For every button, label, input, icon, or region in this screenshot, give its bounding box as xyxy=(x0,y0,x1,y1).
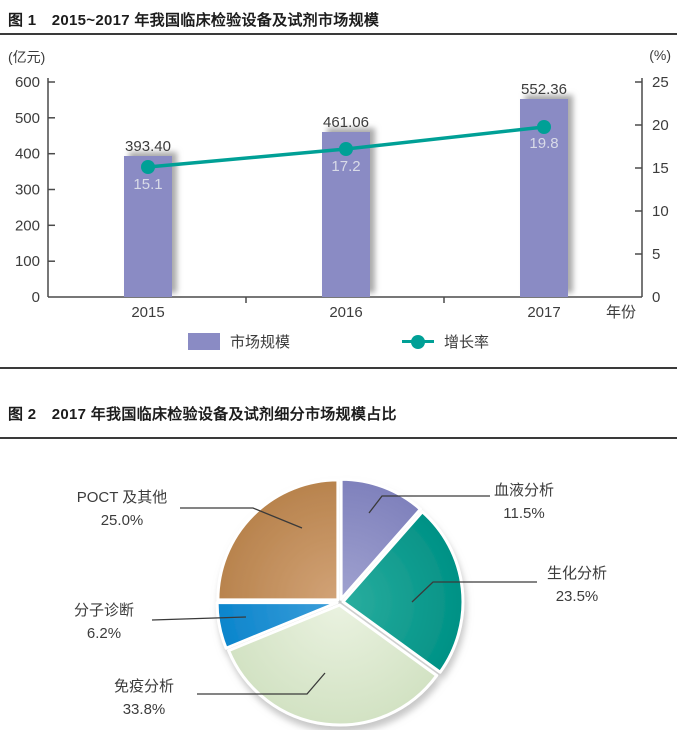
bar-2015 xyxy=(124,156,172,297)
biochemical-analysis-pct: 23.5% xyxy=(555,588,599,605)
figure1-left-tick-labels: 600 500 400 300 200 100 0 xyxy=(15,74,40,306)
left-tick-400: 400 xyxy=(15,146,40,163)
pie-label-blood-analysis: 血液分析 11.5% xyxy=(459,479,589,525)
growth-value-2016: 17.2 xyxy=(331,158,360,175)
bar-value-2016: 461.06 xyxy=(323,114,369,131)
blood-analysis-pct: 11.5% xyxy=(503,505,545,522)
pie xyxy=(215,477,465,727)
left-tick-200: 200 xyxy=(15,217,40,234)
bar-value-labels: 393.40 461.06 552.36 xyxy=(125,81,567,155)
market-size-swatch xyxy=(187,333,220,350)
figure2-pie-chart xyxy=(151,477,537,727)
left-tick-600: 600 xyxy=(15,74,40,91)
blood-analysis-name: 血液分析 xyxy=(493,482,554,499)
figure1-left-axis-unit: (亿元) xyxy=(8,49,46,65)
figure1-right-tick-labels: 25 20 15 10 5 0 xyxy=(652,74,669,306)
growth-rate-markers xyxy=(141,120,551,174)
figure1-combo-chart: 600 500 400 300 200 100 0 25 20 15 10 5 … xyxy=(15,74,669,321)
poct-and-others-name: POCT 及其他 xyxy=(76,489,168,506)
marker-2015 xyxy=(141,160,155,174)
marker-2016 xyxy=(339,142,353,156)
growth-value-2015: 15.1 xyxy=(133,176,162,193)
figure2-title-divider xyxy=(0,437,677,439)
pie-label-immunoassay: 免疫分析 33.8% xyxy=(79,675,209,721)
right-tick-20: 20 xyxy=(652,117,669,134)
pie-slice-poct-and-others xyxy=(216,478,340,602)
bar-value-2015: 393.40 xyxy=(125,138,171,155)
pie-slice-biochemical-analysis xyxy=(341,510,465,674)
figure1-legend: 市场规模 增长率 xyxy=(0,331,677,352)
marker-2017 xyxy=(537,120,551,134)
left-tick-300: 300 xyxy=(15,182,40,199)
pie-leader-lines xyxy=(151,495,537,695)
category-2016: 2016 xyxy=(329,304,362,321)
bar-2016 xyxy=(322,132,370,297)
legend-item-market-size: 市场规模 xyxy=(187,331,290,352)
left-tick-500: 500 xyxy=(15,110,40,127)
right-tick-25: 25 xyxy=(652,74,669,91)
legend-item-growth-rate: 增长率 xyxy=(402,331,489,352)
growth-rate-marker-icon xyxy=(402,333,434,350)
growth-rate-labels: 15.1 17.2 19.8 xyxy=(133,135,558,193)
figure1-category-labels: 2015 2016 2017 年份 xyxy=(131,304,636,321)
pie-label-biochemical-analysis: 生化分析 23.5% xyxy=(512,562,642,608)
molecular-diagnostics-name: 分子诊断 xyxy=(73,602,134,619)
leader-immunoassay xyxy=(197,672,326,695)
pie-label-poct-and-others: POCT 及其他 25.0% xyxy=(57,486,187,532)
right-tick-10: 10 xyxy=(652,203,669,220)
category-2017: 2017 xyxy=(527,304,560,321)
immunoassay-pct: 33.8% xyxy=(122,701,166,718)
bar-value-2017: 552.36 xyxy=(521,81,567,98)
molecular-diagnostics-pct: 6.2% xyxy=(86,625,122,642)
right-tick-0: 0 xyxy=(652,289,660,306)
leader-poct-and-others xyxy=(180,507,303,529)
pie-slice-blood-analysis xyxy=(339,477,422,601)
leader-biochemical-analysis xyxy=(411,581,537,603)
figure1-title: 图 1 2015~2017 年我国临床检验设备及试剂市场规模 xyxy=(8,12,380,29)
left-tick-0: 0 xyxy=(32,289,40,306)
left-tick-100: 100 xyxy=(15,253,40,270)
figure1-title-divider xyxy=(0,33,677,35)
right-tick-5: 5 xyxy=(652,246,660,263)
pie-slice-molecular-diagnostics xyxy=(215,601,339,650)
figure2-title: 图 2 2017 年我国临床检验设备及试剂细分市场规模占比 xyxy=(8,406,397,423)
growth-rate-legend-label: 增长率 xyxy=(444,334,490,351)
x-axis-title: 年份 xyxy=(606,304,636,321)
pie-label-molecular-diagnostics: 分子诊断 6.2% xyxy=(39,599,169,645)
growth-value-2017: 19.8 xyxy=(529,135,558,152)
leader-blood-analysis xyxy=(368,495,490,514)
leader-molecular-diagnostics xyxy=(151,616,247,621)
biochemical-analysis-name: 生化分析 xyxy=(546,565,607,582)
immunoassay-name: 免疫分析 xyxy=(113,678,174,695)
figure1-bottom-divider xyxy=(0,367,677,369)
market-size-legend-label: 市场规模 xyxy=(229,334,290,351)
poct-and-others-pct: 25.0% xyxy=(100,512,144,529)
right-tick-15: 15 xyxy=(652,160,669,177)
figure1-right-axis-unit: (%) xyxy=(649,47,671,63)
pie-slice-immunoassay xyxy=(227,603,439,727)
category-2015: 2015 xyxy=(131,304,164,321)
